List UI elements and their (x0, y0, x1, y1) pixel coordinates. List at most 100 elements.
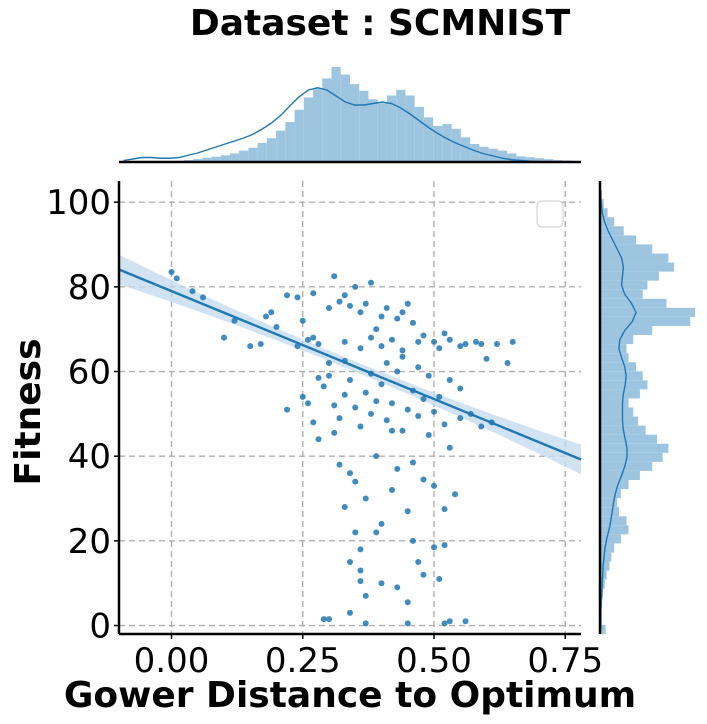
x-axis-label: Gower Distance to Optimum (64, 675, 636, 716)
scatter-point (169, 269, 175, 275)
scatter-point (421, 333, 427, 339)
right-hist-bar (600, 263, 674, 272)
scatter-point (400, 347, 406, 353)
right-hist-bar (600, 217, 614, 226)
scatter-point (358, 546, 364, 552)
scatter-point (174, 275, 180, 281)
scatter-point (400, 354, 406, 360)
y-tick-label: 0 (89, 607, 111, 647)
right-hist-bar (600, 543, 614, 552)
scatter-point (200, 294, 206, 300)
scatter-point (415, 413, 421, 419)
scatter-point (368, 335, 374, 341)
top-hist-bar (470, 144, 479, 162)
scatter-point (321, 616, 327, 622)
right-hist-bar (600, 525, 629, 534)
scatter-point (436, 345, 442, 351)
scatter-point (478, 341, 484, 347)
scatter-point (363, 620, 369, 626)
scatter-point (373, 398, 379, 404)
right-hist-bar (600, 244, 652, 253)
scatter-point (342, 339, 348, 345)
scatter-point (268, 309, 274, 315)
top-hist-bar (396, 90, 405, 162)
scatter-point (342, 392, 348, 398)
top-hist-bar (378, 103, 387, 162)
scatter-point (347, 559, 353, 565)
scatter-point (352, 284, 358, 290)
top-hist-bar (295, 110, 304, 162)
top-hist-bar (461, 137, 470, 162)
y-axis-label: Fitness (8, 338, 49, 485)
scatter-point (505, 360, 511, 366)
top-hist-bar (230, 153, 239, 162)
scatter-point (305, 400, 311, 406)
top-hist-bar (248, 148, 257, 162)
scatter-point (342, 292, 348, 298)
scatter-point (358, 567, 364, 573)
regression-fit-line (119, 269, 581, 459)
y-tick-label: 20 (68, 522, 111, 562)
top-hist-bar (507, 153, 516, 162)
scatter-point (394, 466, 400, 472)
right-hist-bar (600, 253, 668, 262)
right-hist-bar (600, 290, 643, 299)
y-tick-label: 40 (68, 437, 111, 477)
scatter-point (389, 337, 395, 343)
top-marginal-histogram (119, 67, 581, 162)
scatter-point (415, 559, 421, 565)
right-hist-bar (600, 534, 621, 543)
scatter-point (447, 445, 453, 451)
top-hist-bar (341, 75, 350, 162)
scatter-point (300, 318, 306, 324)
scatter-point (347, 377, 353, 383)
scatter-point (415, 339, 421, 345)
top-hist-bar (258, 143, 267, 162)
scatter-point (363, 496, 369, 502)
scatter-point (384, 417, 390, 423)
scatter-point (284, 407, 290, 413)
top-hist-bar (368, 99, 377, 162)
scatter-point (421, 396, 427, 402)
scatter-point (431, 409, 437, 415)
scatter-point (321, 383, 327, 389)
right-hist-bar (600, 516, 627, 525)
scatter-point (473, 339, 479, 345)
scatter-point (379, 580, 385, 586)
scatter-point (431, 544, 437, 550)
right-hist-bar (600, 408, 633, 417)
scatter-point (337, 415, 343, 421)
scatter-point (363, 301, 369, 307)
scatter-point (368, 280, 374, 286)
scatter-point (310, 419, 316, 425)
y-tick-label: 60 (68, 353, 111, 393)
scatter-point (384, 305, 390, 311)
scatter-point (326, 616, 332, 622)
scatter-point (337, 462, 343, 468)
right-hist-bar (600, 552, 611, 561)
scatter-point (358, 345, 364, 351)
scatter-point (394, 316, 400, 322)
scatter-point (405, 599, 411, 605)
scatter-point (410, 320, 416, 326)
scatter-point (379, 343, 385, 349)
right-hist-bar (600, 308, 695, 317)
right-hist-bar (600, 398, 629, 407)
right-hist-bar (600, 507, 619, 516)
right-hist-bar (600, 353, 629, 362)
scatter-point (284, 292, 290, 298)
top-hist-bar (322, 78, 331, 162)
scatter-point (358, 578, 364, 584)
scatter-point (421, 476, 427, 482)
right-hist-bar (600, 226, 624, 235)
scatter-point (442, 421, 448, 427)
scatter-point (457, 343, 463, 349)
right-hist-bar (600, 435, 657, 444)
scatter-point (221, 335, 227, 341)
top-hist-bar (313, 88, 322, 162)
y-tick-label: 80 (68, 268, 111, 308)
scatter-point (379, 381, 385, 387)
scatter-point (347, 610, 353, 616)
scatter-point (363, 390, 369, 396)
right-hist-bar (600, 444, 668, 453)
